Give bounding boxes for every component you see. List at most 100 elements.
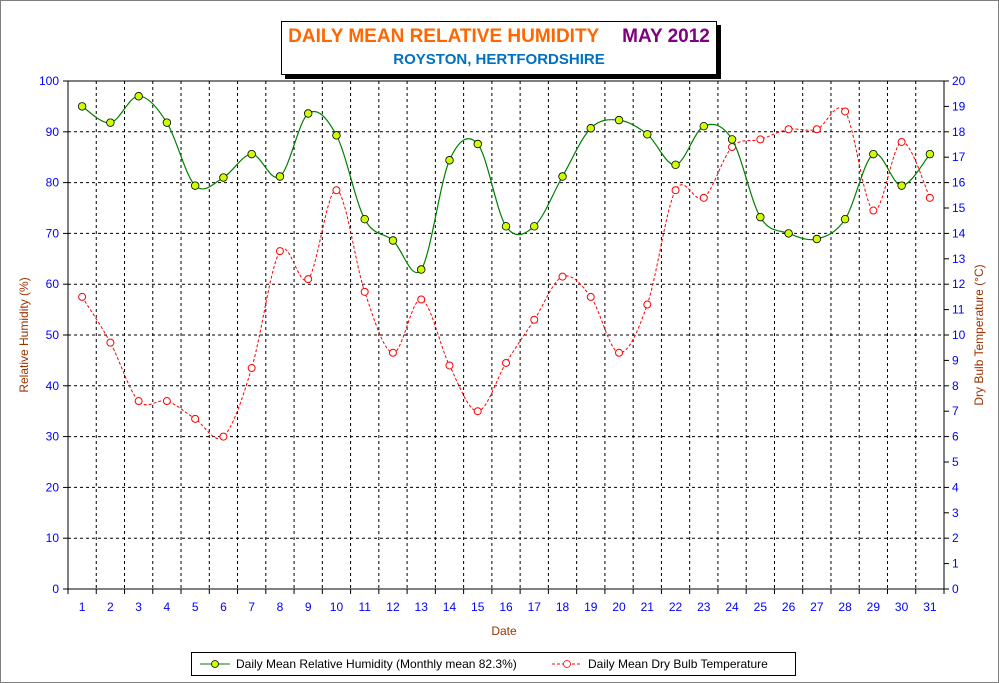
temperature-point <box>473 407 482 416</box>
temperature-point <box>897 137 906 146</box>
y2-tick-label: 6 <box>952 430 959 444</box>
y2-tick-label: 5 <box>952 455 959 469</box>
temperature-point <box>219 432 228 441</box>
y2-tick-label: 14 <box>952 226 966 240</box>
x-tick-label: 31 <box>923 600 937 614</box>
temperature-point <box>191 414 200 423</box>
y2-tick-label: 10 <box>952 328 966 342</box>
temperature-point <box>756 135 765 144</box>
y-tick-label: 80 <box>46 176 60 190</box>
y-axis-title: Relative Humidity (%) <box>17 277 31 392</box>
x-tick-label: 10 <box>330 600 344 614</box>
humidity-point <box>727 135 737 144</box>
y2-tick-label: 2 <box>952 531 959 545</box>
legend-key-temperature <box>552 660 582 668</box>
y2-tick-label: 18 <box>952 125 966 139</box>
y2-axis-title: Dry Bulb Temperature (°C) <box>972 264 986 405</box>
temperature-point <box>586 292 595 301</box>
humidity-point <box>897 181 906 190</box>
x-tick-label: 19 <box>584 600 598 614</box>
chart-title-box: DAILY MEAN RELATIVE HUMIDITY MAY 2012 RO… <box>281 21 717 75</box>
humidity-point <box>445 156 454 165</box>
temperature-series-line <box>81 107 931 440</box>
temperature-point <box>812 125 821 134</box>
x-tick-label: 29 <box>867 600 881 614</box>
humidity-point <box>869 149 878 159</box>
temperature-point <box>275 247 284 256</box>
axes: 0102030405060708090100012345678910111213… <box>39 74 966 614</box>
y2-tick-label: 19 <box>952 99 966 113</box>
y-tick-label: 20 <box>46 480 60 494</box>
humidity-point <box>840 214 850 224</box>
x-tick-label: 14 <box>443 600 457 614</box>
humidity-point <box>473 139 482 149</box>
humidity-point <box>106 118 115 127</box>
humidity-point <box>134 92 143 101</box>
y2-tick-label: 3 <box>952 506 959 520</box>
temperature-point <box>502 358 510 367</box>
humidity-point <box>586 124 595 133</box>
x-tick-label: 30 <box>895 600 909 614</box>
x-tick-label: 1 <box>79 600 86 614</box>
chart-title: DAILY MEAN RELATIVE HUMIDITY <box>288 26 599 47</box>
y2-tick-label: 7 <box>952 404 959 418</box>
temperature-point <box>671 186 680 195</box>
y-tick-label: 100 <box>39 74 59 88</box>
humidity-point <box>501 222 511 231</box>
x-tick-label: 13 <box>415 600 429 614</box>
x-tick-label: 21 <box>641 600 655 614</box>
humidity-point <box>812 234 822 244</box>
humidity-point <box>417 265 426 274</box>
legend: Daily Mean Relative Humidity (Monthly me… <box>191 652 796 676</box>
series-layer <box>77 92 935 441</box>
y2-tick-label: 16 <box>952 176 966 190</box>
y2-tick-label: 15 <box>952 201 966 215</box>
x-tick-label: 4 <box>164 600 171 614</box>
y2-tick-label: 13 <box>952 252 966 266</box>
humidity-point <box>219 173 228 182</box>
x-tick-label: 3 <box>135 600 142 614</box>
humidity-point <box>247 149 256 159</box>
temperature-point <box>162 397 171 406</box>
x-tick-label: 12 <box>386 600 400 614</box>
temperature-point <box>530 315 539 324</box>
x-tick-label: 5 <box>192 600 199 614</box>
temperature-point <box>106 338 115 347</box>
temperature-point <box>841 107 850 116</box>
y-tick-label: 40 <box>46 379 60 393</box>
temperature-point <box>699 193 708 202</box>
x-tick-label: 8 <box>277 600 284 614</box>
legend-label-temperature: Daily Mean Dry Bulb Temperature <box>588 657 768 671</box>
y-tick-label: 30 <box>46 430 60 444</box>
y-tick-label: 90 <box>46 125 60 139</box>
humidity-point <box>332 131 341 140</box>
x-tick-label: 20 <box>612 600 626 614</box>
x-tick-label: 23 <box>697 600 711 614</box>
x-tick-label: 7 <box>248 600 255 614</box>
x-tick-label: 11 <box>358 600 371 614</box>
x-tick-label: 25 <box>754 600 768 614</box>
y2-tick-label: 4 <box>952 480 959 494</box>
humidity-point <box>530 222 539 231</box>
temperature-point <box>784 125 793 134</box>
y2-tick-label: 17 <box>952 150 966 164</box>
temperature-point <box>925 193 934 202</box>
x-tick-label: 22 <box>669 600 683 614</box>
x-tick-label: 15 <box>471 600 485 614</box>
temperature-point <box>643 300 652 309</box>
x-tick-label: 18 <box>556 600 570 614</box>
x-tick-label: 27 <box>810 600 824 614</box>
y2-tick-label: 8 <box>952 379 959 393</box>
chart-subtitle: ROYSTON, HERTFORDSHIRE <box>393 51 605 68</box>
legend-label-humidity: Daily Mean Relative Humidity (Monthly me… <box>236 657 517 671</box>
x-tick-label: 17 <box>528 600 542 614</box>
humidity-point <box>162 118 172 127</box>
y-tick-label: 60 <box>46 277 60 291</box>
y2-tick-label: 9 <box>952 353 959 367</box>
title-line: DAILY MEAN RELATIVE HUMIDITY MAY 2012 <box>282 26 716 48</box>
temperature-point <box>134 397 143 406</box>
temperature-point <box>615 348 624 357</box>
x-axis-title: Date <box>491 624 517 638</box>
